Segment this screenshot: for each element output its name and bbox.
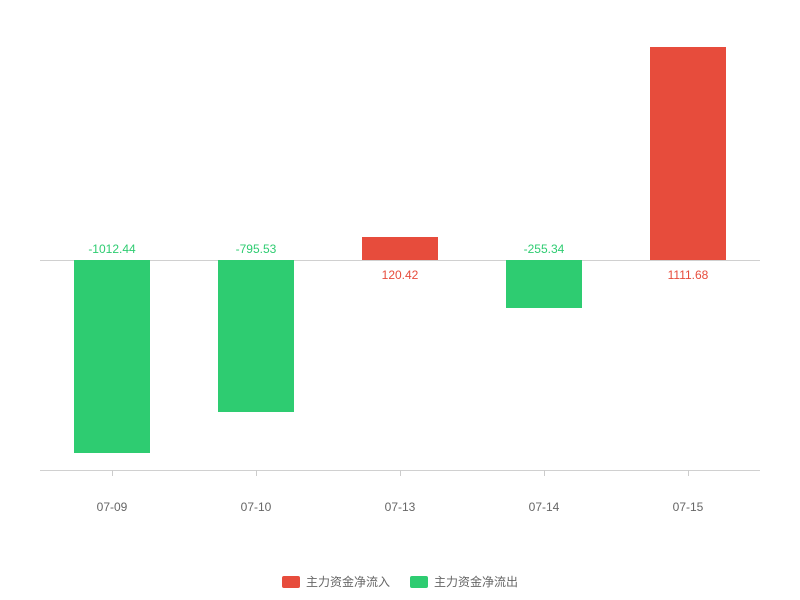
value-label: -255.34 [494,242,594,256]
x-axis-label: 07-10 [206,500,306,514]
x-axis-label: 07-14 [494,500,594,514]
x-axis-label: 07-13 [350,500,450,514]
bar [506,260,582,309]
legend-item-inflow: 主力资金净流入 [282,573,390,590]
bar [218,260,294,412]
x-tick [544,470,545,476]
value-label: -795.53 [206,242,306,256]
legend-label-inflow: 主力资金净流入 [306,573,390,590]
chart-area: -1012.4407-09-795.5307-10120.4207-13-255… [40,30,760,510]
value-label: 120.42 [350,268,450,282]
bar [74,260,150,454]
x-tick [112,470,113,476]
x-tick [688,470,689,476]
legend-label-outflow: 主力资金净流出 [434,573,518,590]
value-label: 1111.68 [638,268,738,282]
legend-item-outflow: 主力资金净流出 [410,573,518,590]
value-label: -1012.44 [62,242,162,256]
x-tick [256,470,257,476]
legend-swatch-inflow [282,576,300,588]
bar [362,237,438,260]
legend: 主力资金净流入 主力资金净流出 [0,573,800,590]
x-tick [400,470,401,476]
bar [650,47,726,260]
x-axis-label: 07-15 [638,500,738,514]
legend-swatch-outflow [410,576,428,588]
x-axis-label: 07-09 [62,500,162,514]
